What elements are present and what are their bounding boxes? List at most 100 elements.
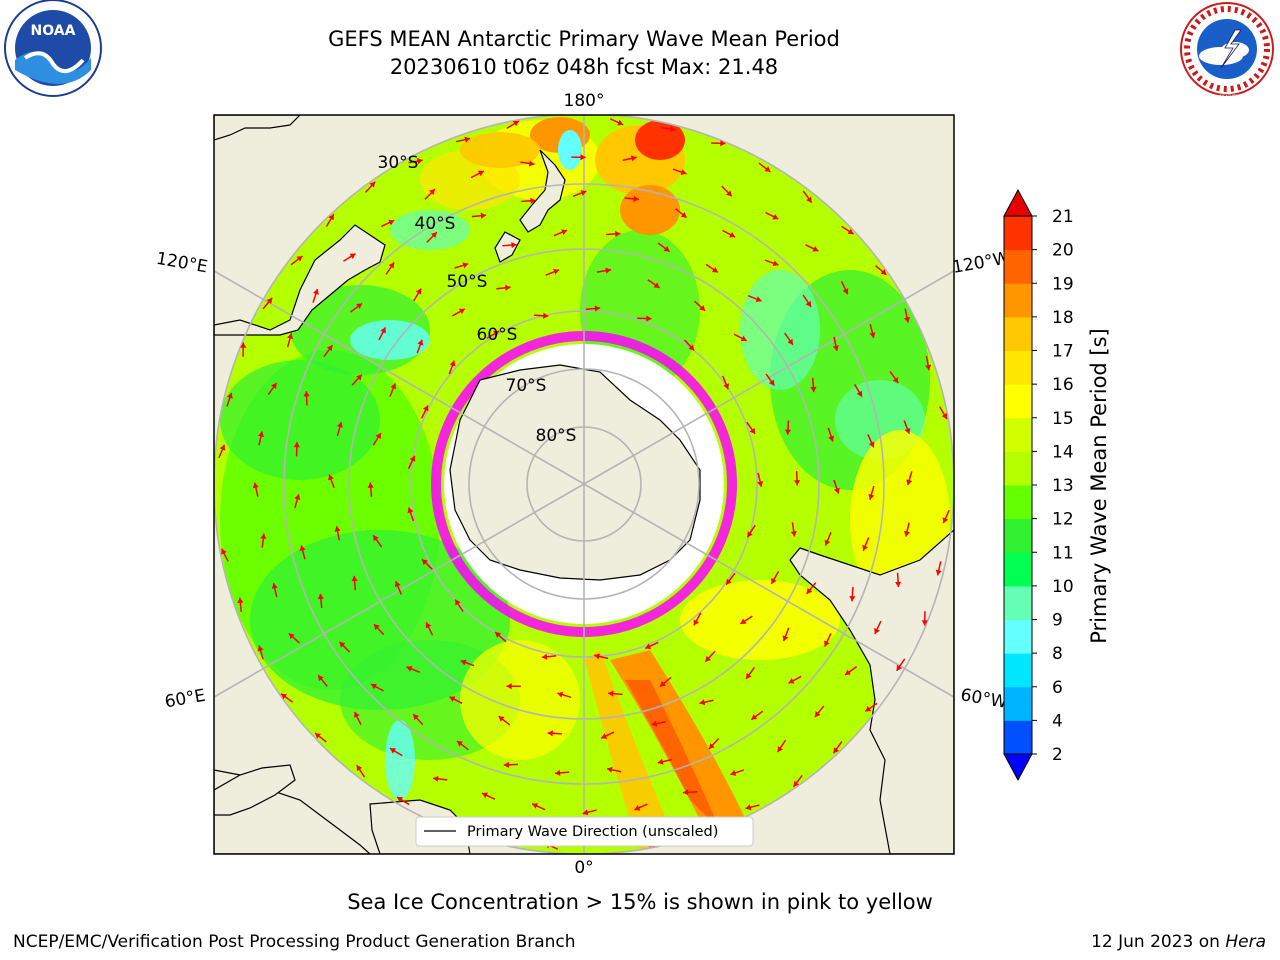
wave-arrow-head bbox=[814, 711, 821, 718]
wave-arrow-head bbox=[388, 262, 395, 269]
wave-arrow-head bbox=[455, 599, 461, 606]
wave-arrow-head bbox=[257, 431, 265, 438]
wave-arrow-head bbox=[433, 775, 439, 782]
lon-label-60e: 60°E bbox=[163, 686, 207, 713]
wave-arrow-head bbox=[880, 269, 887, 275]
wave-arrow-head bbox=[729, 231, 736, 238]
wave-arrow-head bbox=[764, 166, 771, 172]
wave-arrow-head bbox=[849, 595, 856, 602]
wave-arrow-head bbox=[240, 342, 247, 348]
wave-arrow-head bbox=[746, 672, 752, 679]
wave-arrow-head bbox=[749, 427, 756, 434]
colorbar-segment bbox=[1004, 216, 1032, 251]
wave-arrow-head bbox=[896, 664, 903, 671]
wave-arrow-head bbox=[663, 246, 670, 252]
footer-host: Hera bbox=[1225, 932, 1266, 952]
wave-arrow-head bbox=[349, 253, 356, 259]
wave-arrow-head bbox=[512, 120, 519, 127]
wave-arrow-head bbox=[606, 766, 613, 773]
wave-arrow-head bbox=[740, 618, 747, 624]
wave-arrow-head bbox=[925, 364, 932, 371]
wave-arrow-head bbox=[406, 665, 413, 672]
colorbar-over-extend bbox=[1003, 188, 1033, 217]
wave-arrow-head bbox=[824, 539, 831, 546]
wave-arrow-head bbox=[390, 748, 397, 754]
wave-arrow-head bbox=[693, 619, 700, 626]
wave-arrow-head bbox=[833, 747, 840, 754]
wave-arrow-head bbox=[543, 312, 549, 319]
wave-arrow-head bbox=[772, 260, 779, 267]
footer-credit: NCEP/EMC/Verification Post Processing Pr… bbox=[13, 932, 576, 952]
wave-arrow-head bbox=[422, 405, 429, 412]
wave-arrow-head bbox=[745, 804, 752, 811]
wave-arrow-head bbox=[720, 140, 726, 147]
wave-arrow-head bbox=[594, 305, 601, 312]
colorbar-tick-label: 9 bbox=[1052, 611, 1063, 631]
wave-arrow-head bbox=[806, 587, 813, 594]
wave-arrow-head bbox=[865, 705, 872, 712]
wave-arrow-head bbox=[868, 493, 875, 500]
lon-label-120e: 120°E bbox=[155, 249, 209, 278]
wave-arrow-head bbox=[530, 197, 536, 204]
wave-arrow-head bbox=[805, 300, 812, 307]
wave-arrow-head bbox=[505, 284, 511, 291]
wave-arrow-head bbox=[768, 379, 775, 386]
wave-arrow-head bbox=[757, 481, 764, 487]
wave-arrow-head bbox=[294, 494, 301, 501]
colorbar-tick-label: 4 bbox=[1052, 711, 1063, 731]
colorbar-tick-label: 18 bbox=[1052, 308, 1074, 328]
wave-arrow-head bbox=[334, 526, 341, 532]
wave-arrow-head bbox=[532, 803, 539, 809]
wave-arrow-head bbox=[271, 382, 277, 389]
wave-arrow-head bbox=[771, 577, 777, 584]
colorbar-segment bbox=[1004, 451, 1032, 486]
wave-arrow-head bbox=[528, 160, 535, 167]
wave-arrow-head bbox=[557, 691, 564, 698]
wave-direction-arrows bbox=[218, 118, 950, 850]
colorbar-tick-label: 8 bbox=[1052, 644, 1063, 664]
colorbar-tick-label: 11 bbox=[1052, 543, 1074, 563]
colorbar-tick-label: 21 bbox=[1052, 207, 1074, 227]
colorbar-segment bbox=[1004, 283, 1032, 318]
colorbar-tick-label: 10 bbox=[1052, 577, 1074, 597]
wave-arrow-head bbox=[806, 196, 812, 203]
wave-arrow-head bbox=[449, 696, 456, 702]
lon-label-0: 0° bbox=[574, 858, 593, 878]
colorbar-segment bbox=[1004, 485, 1032, 520]
colorbar-segment bbox=[1004, 686, 1032, 721]
wave-arrow-head bbox=[293, 442, 300, 448]
wave-arrow-head bbox=[659, 680, 666, 687]
wave-arrow-head bbox=[772, 213, 779, 220]
wave-arrow-head bbox=[431, 232, 437, 239]
legend: Primary Wave Direction (unscaled) bbox=[415, 816, 754, 847]
lat-label-50s: 50°S bbox=[447, 272, 488, 292]
wave-arrow-head bbox=[547, 730, 553, 737]
nws-logo: NATIONAL WEATHER SERVICE bbox=[1180, 2, 1274, 99]
wave-arrow-head bbox=[456, 741, 463, 747]
wave-arrow-head bbox=[425, 622, 432, 629]
wave-arrow-head bbox=[711, 266, 718, 273]
wave-arrow-head bbox=[303, 391, 310, 397]
wave-arrow-head bbox=[788, 678, 795, 684]
wave-arrow-head bbox=[810, 386, 817, 393]
colorbar-tick-label: 2 bbox=[1052, 745, 1063, 765]
noaa-logo-text: NOAA bbox=[31, 23, 76, 39]
wave-arrow-head bbox=[892, 377, 899, 384]
wave-arrow-head bbox=[288, 633, 295, 640]
map-frame bbox=[213, 114, 955, 855]
lon-label-180: 180° bbox=[564, 91, 605, 111]
wave-arrow-head bbox=[464, 136, 471, 143]
wave-arrow-head bbox=[708, 743, 715, 749]
colorbar-tick-label: 20 bbox=[1052, 241, 1074, 261]
wave-arrow-head bbox=[370, 683, 377, 690]
coastlines bbox=[214, 115, 954, 854]
wave-arrow-head bbox=[630, 155, 637, 162]
wave-arrow-head bbox=[413, 714, 419, 721]
wave-arrow-head bbox=[777, 746, 784, 753]
wave-arrow-head bbox=[615, 230, 621, 238]
wave-arrow-head bbox=[657, 758, 664, 765]
wave-arrow-head bbox=[481, 792, 488, 799]
footer-date-text: 12 Jun 2023 on bbox=[1091, 932, 1226, 952]
colorbar-under-extend bbox=[1003, 753, 1033, 782]
